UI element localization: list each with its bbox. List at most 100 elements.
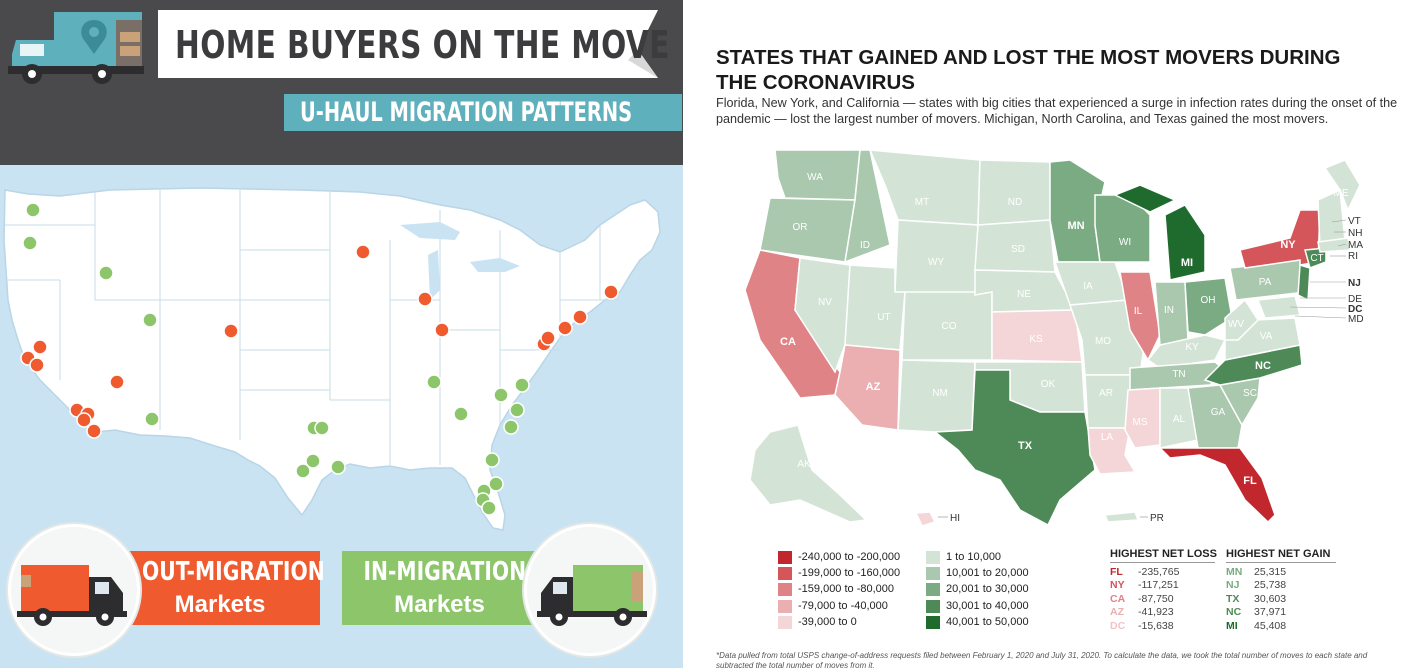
us-choropleth-map: WA OR CA NV ID MT WY UT AZ CO NM ND SD N…	[744, 149, 1364, 527]
net-loss-row: FL -235,765	[1110, 566, 1215, 579]
net-loss-value: -41,923	[1138, 606, 1174, 619]
label-wa: WA	[807, 172, 823, 183]
net-gain-value: 25,315	[1254, 566, 1287, 578]
net-loss-value: -15,638	[1138, 619, 1174, 632]
map-title: STATES THAT GAINED AND LOST THE MOST MOV…	[716, 46, 1341, 94]
loss-range-label: -79,000 to -40,000	[798, 599, 888, 612]
in-migration-dot	[481, 500, 497, 516]
uhaul-panel: HOME BUYERS ON THE MOVE U-HAUL MIGRATION…	[0, 0, 683, 668]
state-mt	[868, 149, 981, 226]
net-gain-state: TX	[1226, 592, 1240, 605]
label-vt: VT	[1348, 216, 1361, 227]
out-migration-dot	[86, 423, 102, 439]
label-hi: HI	[950, 513, 960, 524]
state-ms	[1124, 387, 1161, 449]
label-ak: AK	[797, 459, 811, 470]
in-truck-badge	[524, 524, 656, 656]
out-migration-dot	[603, 284, 619, 300]
state-pr	[1103, 511, 1140, 523]
in-migration-legend: IN-MIGRATION Markets	[342, 551, 537, 625]
label-or: OR	[793, 222, 808, 233]
map-subtitle: Florida, New York, and California — stat…	[716, 96, 1398, 126]
net-gain-value: 25,738	[1254, 579, 1287, 592]
state-ak	[749, 424, 868, 523]
net-gain-state: MI	[1226, 619, 1238, 632]
label-mo: MO	[1095, 336, 1111, 347]
label-id: ID	[860, 240, 870, 251]
label-ct: CT	[1310, 253, 1323, 264]
label-oh: OH	[1201, 295, 1216, 306]
label-tx: TX	[1018, 440, 1033, 452]
state-hi	[914, 511, 937, 527]
label-in: IN	[1164, 305, 1174, 316]
loss-range-label: -240,000 to -200,000	[798, 551, 901, 563]
out-migration-dot	[223, 323, 239, 339]
loss-swatch	[778, 583, 792, 597]
in-migration-dot	[25, 202, 41, 218]
orange-truck-icon	[17, 565, 127, 626]
in-migration-sublabel: Markets	[394, 591, 485, 618]
net-loss-state: FL	[1110, 566, 1123, 578]
loss-range-label: -39,000 to 0	[798, 615, 857, 628]
label-nc: NC	[1255, 360, 1271, 372]
gain-swatch	[926, 551, 940, 564]
state-oh	[1184, 277, 1233, 336]
net-loss-state: CA	[1110, 592, 1126, 605]
in-migration-dot	[484, 452, 500, 468]
gain-range-label: 30,001 to 40,000	[946, 599, 1029, 612]
in-migration-dot	[453, 406, 469, 422]
label-la: LA	[1101, 432, 1114, 443]
net-gain-value: 30,603	[1254, 592, 1287, 605]
state-fl	[1158, 447, 1276, 524]
state-nd	[977, 159, 1051, 226]
out-migration-dot	[434, 322, 450, 338]
state-wv	[1224, 298, 1259, 341]
out-truck-badge	[8, 524, 140, 656]
label-ms: MS	[1133, 417, 1148, 428]
label-nm: NM	[932, 388, 948, 399]
label-ky: KY	[1185, 342, 1199, 353]
label-ks: KS	[1029, 334, 1043, 345]
loss-swatch	[778, 567, 792, 581]
net-gain-row: TX 30,603	[1226, 593, 1336, 606]
movers-panel: STATES THAT GAINED AND LOST THE MOST MOV…	[683, 0, 1412, 668]
state-il	[1119, 271, 1161, 362]
net-gain-state: MN	[1226, 566, 1243, 578]
loss-swatch	[778, 551, 792, 564]
out-migration-dot	[355, 244, 371, 260]
label-sd: SD	[1011, 244, 1025, 255]
us-migration-map	[3, 187, 661, 531]
in-migration-dot	[305, 453, 321, 469]
label-il: IL	[1134, 306, 1143, 317]
label-mt: MT	[915, 197, 929, 208]
net-loss-value: -87,750	[1138, 592, 1174, 605]
page-subtitle: U-HAUL MIGRATION PATTERNS	[300, 97, 633, 128]
out-migration-dot	[557, 320, 573, 336]
net-gain-value: 37,971	[1254, 606, 1287, 619]
state-az	[834, 344, 901, 431]
green-truck-icon	[537, 565, 647, 626]
state-md	[1256, 295, 1301, 319]
net-gain-heading: HIGHEST NET GAIN	[1226, 548, 1336, 563]
gain-swatch	[926, 567, 940, 581]
label-wy: WY	[928, 257, 944, 268]
net-gain-row: NC 37,971	[1226, 606, 1336, 619]
out-migration-dot	[29, 357, 45, 373]
label-me: ME	[1334, 188, 1349, 199]
label-al: AL	[1173, 414, 1186, 425]
gain-range-label: 40,001 to 50,000	[946, 615, 1029, 628]
label-md: MD	[1348, 314, 1364, 325]
net-gain-value: 45,408	[1254, 619, 1287, 632]
net-gain-row: MN 25,315	[1226, 566, 1336, 579]
net-gain-state: NC	[1226, 606, 1242, 619]
net-loss-heading: HIGHEST NET LOSS	[1110, 548, 1217, 563]
label-dc: DC	[1348, 304, 1362, 315]
in-migration-dot	[142, 312, 158, 328]
net-loss-state: AZ	[1110, 606, 1124, 619]
loss-swatch	[778, 599, 792, 613]
label-va: VA	[1260, 331, 1273, 342]
loss-swatch	[778, 615, 792, 629]
net-gain-table: HIGHEST NET GAIN MN 25,315 NJ 25,738 TX 30,60…	[1226, 548, 1336, 633]
label-ga: GA	[1211, 407, 1226, 418]
net-loss-state: DC	[1110, 619, 1126, 632]
